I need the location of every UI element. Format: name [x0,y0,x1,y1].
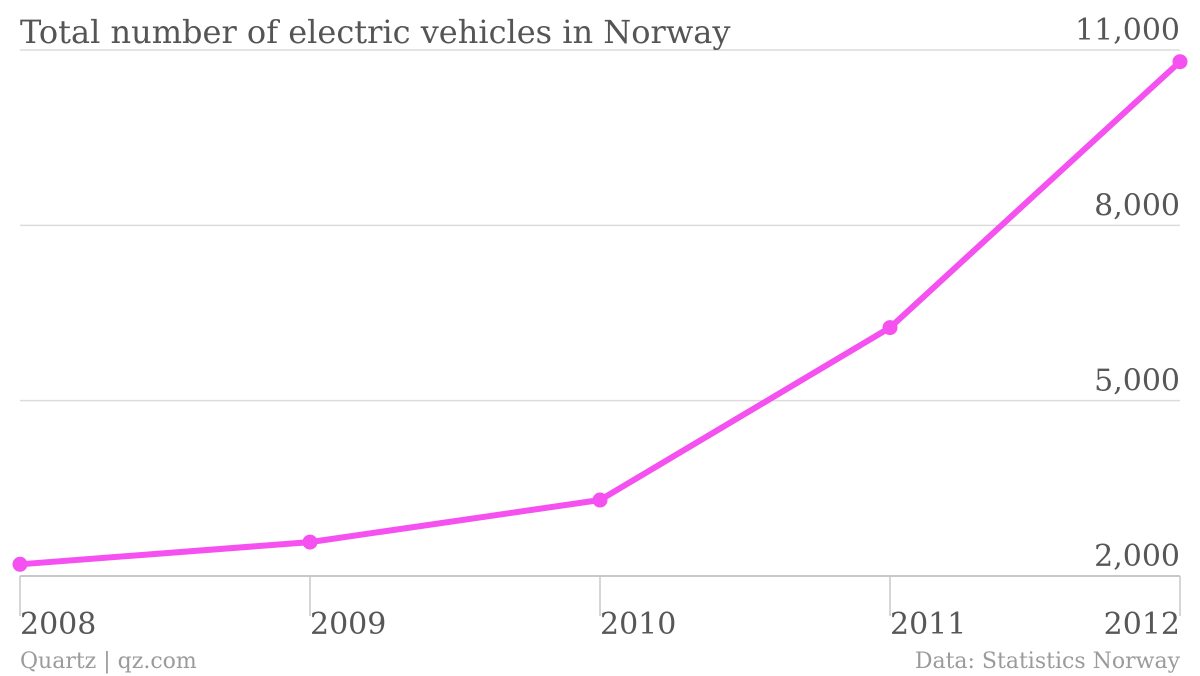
x-tick-label: 2009 [310,607,386,642]
y-tick-label: 11,000 [1075,13,1180,48]
y-tick-label: 8,000 [1094,188,1180,223]
series-line [17,58,1183,568]
data-source: Data: Statistics Norway [915,649,1181,674]
data-point-2011 [882,320,898,336]
x-tick-label: 2012 [1104,607,1180,642]
y-tick-label: 5,000 [1094,364,1180,399]
source-credit: Quartz | qz.com [20,649,197,674]
y-tick-label: 2,000 [1094,539,1180,574]
x-tick-label: 2008 [20,607,96,642]
x-axis-labels: 2008 2009 2010 2011 2012 [20,607,1180,642]
series-layer [12,54,1188,572]
y-axis-labels: 2,000 5,000 8,000 11,000 [1075,13,1180,574]
data-point-2012 [1172,54,1188,70]
chart-title: Total number of electric vehicles in Nor… [20,13,730,51]
data-point-2009 [302,534,318,550]
x-axis [19,576,1181,616]
data-point-2008 [12,556,28,572]
x-tick-label: 2010 [600,607,676,642]
data-point-2010 [592,492,608,508]
x-tick-label: 2011 [890,607,966,642]
